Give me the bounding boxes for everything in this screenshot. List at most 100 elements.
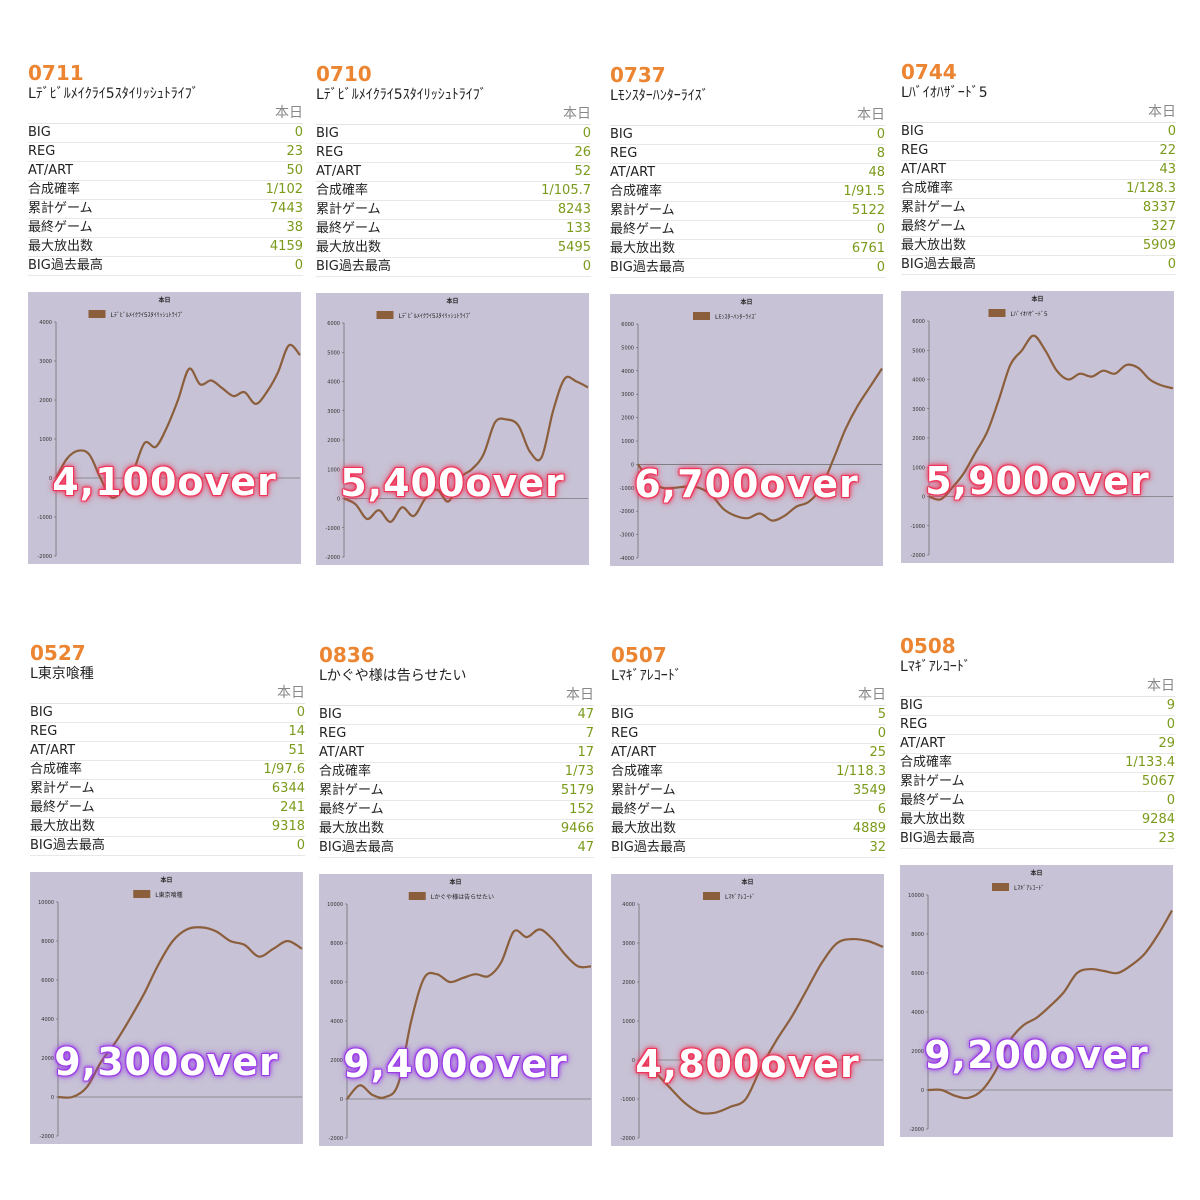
y-tick-label: 2000 bbox=[911, 1049, 924, 1055]
table-row: BIG過去最高 0 bbox=[610, 258, 885, 278]
stat-value: 7443 bbox=[165, 199, 303, 219]
stat-label: REG bbox=[30, 722, 168, 742]
stat-value: 5067 bbox=[1037, 772, 1175, 792]
table-row: BIG過去最高 0 bbox=[316, 257, 591, 277]
legend-swatch bbox=[376, 311, 394, 319]
table-row: 合成確率 1/118.3 bbox=[611, 762, 886, 782]
chart-legend: Lﾊﾞｲｵﾊｻﾞｰﾄﾞ5 bbox=[988, 309, 1048, 318]
y-tick-label: 8000 bbox=[911, 932, 924, 938]
chart-0527: 本日 L東京喰種 -2000 0 2000 4000 6000 8000 10000 9,300o… bbox=[30, 872, 303, 1144]
legend-swatch bbox=[988, 309, 1006, 317]
stat-label: BIG bbox=[900, 697, 1038, 716]
table-row: AT/ART 25 bbox=[611, 743, 886, 763]
stat-label: AT/ART bbox=[901, 160, 1039, 180]
y-tick-label: 2000 bbox=[330, 1058, 343, 1064]
stat-label: 最終ゲーム bbox=[319, 800, 457, 820]
machine-number: 0836 bbox=[319, 643, 375, 667]
table-row: REG 0 bbox=[900, 715, 1175, 735]
stat-label: BIG過去最高 bbox=[28, 256, 166, 276]
y-tick-label: 4000 bbox=[622, 902, 635, 908]
chart-title: 本日 bbox=[740, 298, 752, 306]
y-tick-label: 0 bbox=[51, 1095, 54, 1101]
table-row: 最大放出数 4889 bbox=[611, 819, 886, 839]
machine-card: 0507 Lﾏｷﾞｱﾚｺｰﾄﾞ 本日 BIG 5 REG 0 AT/ART 25 合成確率 1/11… bbox=[611, 644, 886, 1146]
table-row: 累計ゲーム 3549 bbox=[611, 781, 886, 801]
table-row: BIG 0 bbox=[28, 124, 303, 143]
stat-value: 48 bbox=[747, 163, 885, 183]
stat-value: 22 bbox=[1038, 141, 1176, 161]
y-tick-label: 1000 bbox=[621, 439, 634, 445]
legend-swatch bbox=[693, 312, 710, 320]
table-row: BIG 0 bbox=[316, 125, 591, 144]
table-row: BIG過去最高 0 bbox=[28, 256, 303, 276]
y-tick-label: 4000 bbox=[327, 380, 340, 386]
line-chart: 本日 Lかぐや様は告らせたい -2000 0 2000 4000 6000 8000 10000 bbox=[327, 878, 592, 1142]
legend-label: Lﾊﾞｲｵﾊｻﾞｰﾄﾞ5 bbox=[1011, 311, 1048, 318]
stat-label: BIG bbox=[316, 125, 454, 144]
stat-value: 51 bbox=[167, 741, 305, 761]
stat-label: 合成確率 bbox=[319, 762, 457, 782]
stat-value: 29 bbox=[1037, 734, 1175, 754]
stat-value: 1/133.4 bbox=[1037, 753, 1175, 773]
column-header: 本日 bbox=[901, 102, 1176, 123]
chart-legend: Lﾏｷﾞｱﾚｺｰﾄﾞ bbox=[992, 883, 1044, 892]
stat-label: AT/ART bbox=[319, 743, 457, 763]
y-tick-label: 3000 bbox=[327, 409, 340, 415]
stat-value: 8 bbox=[747, 144, 885, 164]
stat-label: AT/ART bbox=[900, 734, 1038, 754]
chart-legend: Lかぐや様は告らせたい bbox=[408, 892, 494, 901]
y-tick-label: 4000 bbox=[39, 320, 52, 326]
stats-table: BIG 0 REG 14 AT/ART 51 合成確率 1/97.6 累計ゲーム 6344 最終ゲー… bbox=[30, 704, 305, 856]
table-row: AT/ART 50 bbox=[28, 161, 303, 181]
legend-swatch bbox=[992, 883, 1009, 891]
stat-value: 133 bbox=[453, 219, 591, 239]
stat-label: 合成確率 bbox=[610, 182, 748, 202]
stat-value: 0 bbox=[1037, 715, 1175, 735]
machine-number: 0527 bbox=[30, 641, 86, 665]
line-chart: 本日 L東京喰種 -2000 0 2000 4000 6000 8000 10000 bbox=[38, 876, 303, 1140]
stat-label: BIG bbox=[610, 126, 748, 145]
y-tick-label: 3000 bbox=[622, 941, 635, 947]
table-row: BIG 0 bbox=[30, 704, 305, 723]
table-row: 最大放出数 9466 bbox=[319, 819, 594, 839]
table-row: BIG 0 bbox=[610, 126, 885, 145]
stat-value: 1/102 bbox=[165, 180, 303, 200]
y-tick-label: 0 bbox=[337, 497, 340, 503]
y-tick-label: 6000 bbox=[911, 971, 924, 977]
y-tick-label: 6000 bbox=[327, 321, 340, 327]
stat-value: 1/118.3 bbox=[748, 762, 886, 782]
machine-number: 0508 bbox=[900, 634, 956, 658]
chart-0507: 本日 Lﾏｷﾞｱﾚｺｰﾄﾞ -2000 -1000 0 1000 2000 3000 4000 4… bbox=[611, 874, 884, 1146]
stat-value: 0 bbox=[747, 126, 885, 145]
stat-value: 3549 bbox=[748, 781, 886, 801]
stat-label: BIG bbox=[901, 123, 1039, 142]
y-tick-label: 8000 bbox=[330, 941, 343, 947]
chart-legend: L東京喰種 bbox=[133, 890, 183, 899]
chart-legend: Lﾃﾞﾋﾞﾙﾒｲｸﾗｲ5ｽﾀｲﾘｯｼｭﾄﾗｲﾌﾞ bbox=[376, 311, 472, 320]
stat-value: 6761 bbox=[747, 239, 885, 259]
table-row: AT/ART 29 bbox=[900, 734, 1175, 754]
legend-label: Lﾏｷﾞｱﾚｺｰﾄﾞ bbox=[1014, 885, 1044, 892]
table-row: 合成確率 1/102 bbox=[28, 180, 303, 200]
line-chart: 本日 Lﾃﾞﾋﾞﾙﾒｲｸﾗｲ5ｽﾀｲﾘｯｼｭﾄﾗｲﾌﾞ -2000 -1000 0 100… bbox=[325, 297, 589, 561]
y-tick-label: 3000 bbox=[39, 359, 52, 365]
y-tick-label: -2000 bbox=[39, 1134, 54, 1140]
y-tick-label: 0 bbox=[921, 1088, 924, 1094]
table-row: AT/ART 52 bbox=[316, 162, 591, 182]
y-tick-label: 4000 bbox=[621, 369, 634, 375]
y-tick-label: 10000 bbox=[327, 902, 343, 908]
column-header: 本日 bbox=[900, 676, 1175, 697]
y-tick-label: -2000 bbox=[620, 1136, 635, 1142]
table-row: REG 0 bbox=[611, 724, 886, 744]
stat-label: REG bbox=[900, 715, 1038, 735]
stat-value: 38 bbox=[165, 218, 303, 238]
stat-value: 6344 bbox=[167, 779, 305, 799]
stat-value: 47 bbox=[456, 706, 594, 725]
stat-label: REG bbox=[901, 141, 1039, 161]
stat-value: 1/105.7 bbox=[453, 181, 591, 201]
machine-name: Lﾊﾞｲｵﾊｻﾞｰﾄﾞ5 bbox=[901, 85, 988, 101]
chart-0710: 本日 Lﾃﾞﾋﾞﾙﾒｲｸﾗｲ5ｽﾀｲﾘｯｼｭﾄﾗｲﾌﾞ -2000 -1000 0 100… bbox=[316, 293, 589, 565]
table-row: BIG 5 bbox=[611, 706, 886, 725]
stat-value: 26 bbox=[453, 143, 591, 163]
y-tick-label: -1000 bbox=[325, 526, 340, 532]
